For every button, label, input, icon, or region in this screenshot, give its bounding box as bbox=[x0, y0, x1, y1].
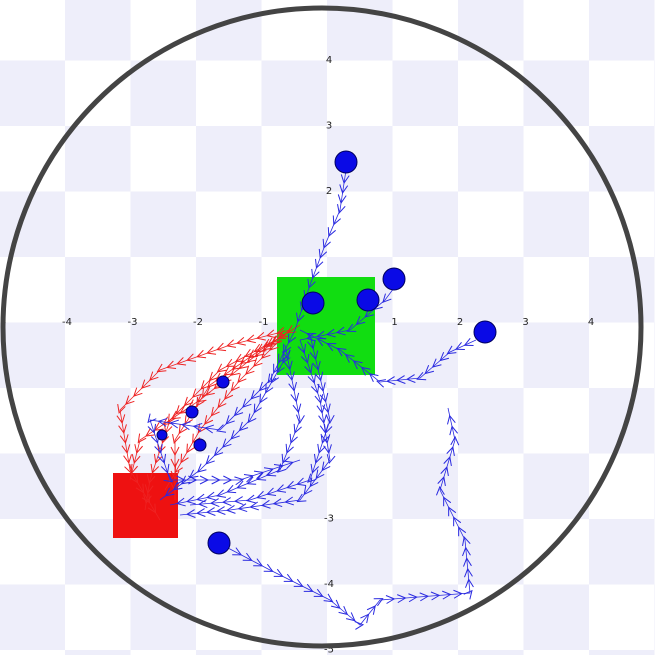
agents bbox=[156, 150, 497, 555]
y-tick-label: -4 bbox=[324, 579, 334, 590]
agent bbox=[356, 288, 380, 312]
agent bbox=[185, 405, 199, 419]
x-tick-label: -1 bbox=[259, 317, 269, 328]
arena-boundary bbox=[0, 5, 644, 649]
agent bbox=[334, 150, 358, 174]
trajectory-blue bbox=[299, 287, 395, 342]
trajectory-blue bbox=[169, 344, 305, 507]
y-tick-label: -5 bbox=[324, 645, 334, 655]
x-tick-label: -3 bbox=[128, 317, 138, 328]
y-tick-label: -3 bbox=[324, 514, 334, 525]
agent bbox=[156, 429, 168, 441]
agent bbox=[207, 531, 231, 555]
y-tick-label: 2 bbox=[326, 186, 332, 197]
y-tick-label: 4 bbox=[326, 55, 332, 66]
x-tick-label: 4 bbox=[588, 317, 594, 328]
agent bbox=[473, 320, 497, 344]
agent bbox=[216, 375, 230, 389]
agent bbox=[382, 267, 406, 291]
x-tick-label: -4 bbox=[62, 317, 72, 328]
trajectories bbox=[116, 169, 477, 630]
trajectory-blue bbox=[227, 407, 474, 630]
x-tick-label: 1 bbox=[391, 317, 397, 328]
x-tick-label: 3 bbox=[522, 317, 528, 328]
y-tick-label: 3 bbox=[326, 121, 332, 132]
x-tick-label: -2 bbox=[193, 317, 203, 328]
agent bbox=[193, 438, 207, 452]
agent bbox=[301, 291, 325, 315]
x-tick-label: 2 bbox=[457, 317, 463, 328]
